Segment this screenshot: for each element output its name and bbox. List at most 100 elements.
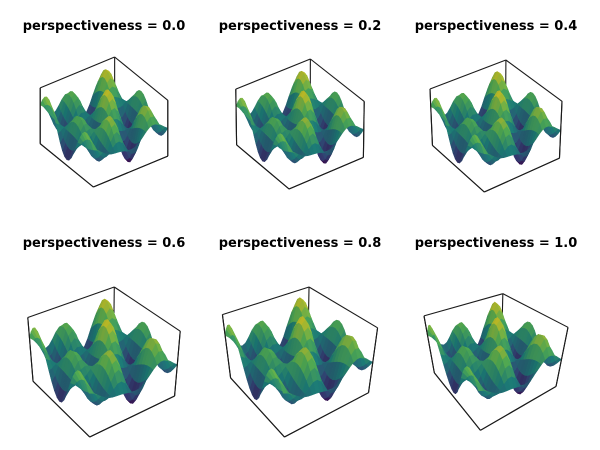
surface-patch bbox=[106, 92, 113, 103]
surface-patch bbox=[300, 73, 307, 85]
surface-patch bbox=[286, 143, 293, 153]
surface-patch bbox=[109, 353, 117, 365]
axis-box-edge bbox=[222, 286, 310, 316]
surface-patch bbox=[304, 119, 311, 129]
axis-box-edge bbox=[288, 156, 364, 190]
surface-patch bbox=[537, 111, 544, 124]
surface-patch bbox=[302, 93, 309, 104]
axis-box-edge bbox=[235, 89, 238, 145]
surface-patch bbox=[261, 323, 268, 334]
surface-patch bbox=[301, 319, 309, 332]
surface-patch bbox=[267, 95, 274, 105]
axis-box-front bbox=[423, 315, 569, 431]
surface-patch bbox=[273, 121, 280, 133]
surface-plot bbox=[39, 69, 169, 163]
axis-box-front bbox=[429, 88, 563, 193]
axis-box-edge bbox=[423, 293, 503, 317]
panel-6-axis3d bbox=[423, 293, 569, 431]
axis-box-edge bbox=[555, 327, 569, 387]
surface-patch bbox=[539, 339, 547, 353]
surface-patch bbox=[496, 73, 502, 85]
surface-patch bbox=[65, 325, 73, 336]
surface-patch bbox=[475, 380, 484, 392]
surface-plot bbox=[235, 70, 365, 164]
axis-box-edge bbox=[236, 144, 290, 190]
panel-3-title: perspectiveness = 0.4 bbox=[415, 19, 578, 34]
axis-box-edge bbox=[230, 377, 285, 438]
surface-plot bbox=[29, 298, 178, 406]
surface-patch bbox=[103, 301, 110, 314]
surface-patch bbox=[462, 95, 469, 105]
axis-box-front bbox=[39, 87, 169, 188]
surface-patch bbox=[37, 330, 45, 347]
surface-patch bbox=[109, 118, 115, 128]
surface-patch bbox=[340, 111, 347, 124]
surface-patch bbox=[460, 324, 467, 334]
surface-patch bbox=[531, 95, 538, 108]
surface-plot bbox=[430, 71, 561, 166]
surface-patch bbox=[279, 382, 288, 394]
surface-plot bbox=[224, 297, 374, 405]
panel-3: perspectiveness = 0.4 bbox=[415, 19, 578, 193]
panel-2-axis3d bbox=[235, 58, 365, 190]
surface-patch bbox=[298, 299, 305, 312]
panel-2-title: perspectiveness = 0.2 bbox=[219, 19, 382, 34]
axis-box-edge bbox=[502, 293, 569, 328]
panel-5: perspectiveness = 0.8 bbox=[219, 236, 382, 438]
surface-patch bbox=[71, 354, 79, 369]
axis-box-edge bbox=[433, 372, 481, 431]
surface-patch bbox=[348, 340, 356, 355]
axis-box-edge bbox=[308, 286, 378, 329]
surface-patch bbox=[106, 322, 113, 335]
axis-box-edge bbox=[423, 315, 435, 373]
axis-box-edge bbox=[114, 56, 169, 101]
axis-box-edge bbox=[27, 317, 34, 382]
surface-patch bbox=[244, 100, 251, 115]
surface-patch bbox=[90, 141, 97, 151]
surface-patch bbox=[78, 119, 84, 132]
surface-patch bbox=[481, 145, 488, 155]
surface-patch bbox=[304, 350, 312, 362]
axis-box-edge bbox=[310, 58, 365, 102]
surface-plot bbox=[427, 301, 562, 400]
surface-patch bbox=[431, 327, 440, 343]
panel-4: perspectiveness = 0.6 bbox=[23, 236, 186, 438]
panel-6-title: perspectiveness = 1.0 bbox=[415, 236, 578, 251]
axis-box-edge bbox=[174, 331, 181, 397]
axis-box-front bbox=[235, 89, 365, 190]
axis-box-edge bbox=[362, 101, 365, 158]
axis-box-edge bbox=[221, 314, 232, 378]
axis-box-edge bbox=[39, 56, 115, 89]
axis-box-edge bbox=[558, 101, 563, 159]
panel-2: perspectiveness = 0.2 bbox=[219, 19, 382, 190]
axis-box-edge bbox=[484, 157, 560, 193]
panel-1-axis3d bbox=[39, 56, 169, 188]
axis-box-edge bbox=[27, 286, 115, 319]
surface-patch bbox=[499, 348, 507, 360]
surface-patch bbox=[468, 121, 475, 134]
axis-box-front bbox=[27, 317, 181, 438]
axis-box-edge bbox=[93, 155, 169, 188]
panel-4-title: perspectiveness = 0.6 bbox=[23, 236, 186, 251]
axis-box-edge bbox=[235, 58, 311, 90]
surface-patch bbox=[498, 93, 505, 104]
axis-box-edge bbox=[39, 143, 94, 188]
panel-4-axis3d bbox=[27, 286, 181, 438]
axis-box-front bbox=[221, 314, 379, 438]
axis-box-edge bbox=[89, 395, 175, 438]
surface-patch bbox=[265, 352, 273, 367]
surface-patch bbox=[48, 99, 55, 113]
panel-5-title: perspectiveness = 0.8 bbox=[219, 236, 382, 251]
surface-patch bbox=[500, 120, 507, 130]
surface-patch bbox=[144, 110, 151, 123]
surface-patch bbox=[463, 350, 470, 364]
surface-patch bbox=[231, 327, 240, 345]
axis-box-edge bbox=[480, 385, 557, 431]
panel-1-title: perspectiveness = 0.0 bbox=[23, 19, 186, 34]
surface-patch bbox=[438, 100, 445, 115]
axis-box-edge bbox=[429, 88, 433, 146]
axis-box-edge bbox=[367, 327, 379, 393]
axis-box-edge bbox=[113, 286, 181, 332]
surface-patch bbox=[85, 383, 94, 394]
